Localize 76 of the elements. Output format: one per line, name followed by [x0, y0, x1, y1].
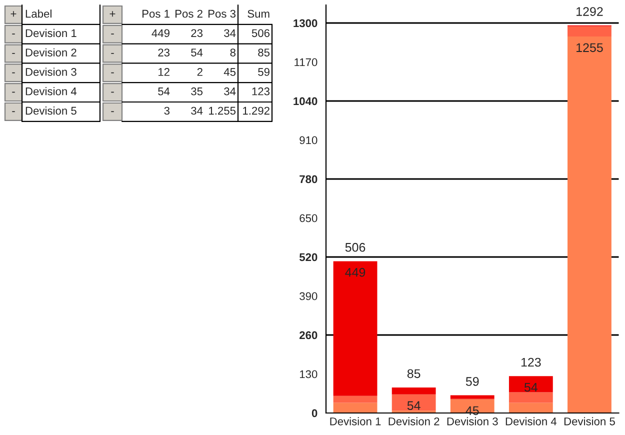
data-label: 54 — [524, 382, 538, 392]
text: 23 — [158, 48, 170, 56]
y-tick-label: 1170 — [294, 58, 318, 66]
text: 506 — [252, 29, 270, 38]
text: 85 — [258, 48, 270, 56]
text: 54 — [158, 88, 170, 96]
data-label: 54 — [407, 401, 420, 410]
data-label: 449 — [345, 268, 366, 277]
text: 8 — [230, 48, 236, 56]
bar — [450, 395, 494, 399]
data-label: 1255 — [576, 43, 603, 52]
text: Pos 1 — [142, 10, 170, 18]
text: 123 — [252, 87, 270, 96]
text: - — [111, 92, 114, 93]
y-tick-label: 910 — [300, 136, 318, 144]
x-tick-label: Devision 4 — [506, 417, 557, 426]
text: + — [10, 11, 16, 17]
text: Devision 2 — [26, 48, 76, 56]
bar — [508, 402, 553, 413]
total-label: 85 — [407, 369, 420, 378]
x-tick-label: Devision 2 — [388, 417, 440, 426]
y-tick-label: 0 — [312, 409, 318, 418]
text: 34 — [191, 106, 203, 115]
text: Devision 3 — [26, 68, 76, 76]
text: - — [111, 111, 114, 112]
x-tick-label: Devision 3 — [447, 417, 498, 426]
bar — [508, 392, 553, 403]
text: 54 — [191, 48, 203, 56]
text: Pos 3 — [208, 10, 236, 18]
bar — [333, 402, 378, 413]
text: 23 — [191, 29, 203, 38]
text: - — [12, 111, 15, 112]
text: 1.292 — [243, 106, 270, 115]
y-tick-label: 130 — [300, 370, 318, 378]
x-tick-label: Devision 1 — [330, 417, 381, 426]
text: 2 — [197, 68, 202, 76]
total-label: 1292 — [576, 7, 603, 16]
text: - — [111, 72, 114, 74]
y-tick-label: 390 — [300, 292, 318, 300]
text: 35 — [191, 87, 203, 96]
text: Sum — [248, 10, 270, 18]
text: 12 — [158, 68, 170, 76]
y-tick-label: 260 — [300, 331, 318, 340]
y-tick-label: 520 — [299, 253, 318, 262]
text: Devision 1 — [26, 28, 76, 38]
text: 3 — [164, 106, 170, 115]
text: Label — [26, 10, 52, 18]
text: Pos 2 — [176, 10, 202, 18]
text: 1.255 — [209, 106, 236, 115]
bar — [568, 26, 612, 36]
text: 59 — [258, 68, 270, 76]
y-tick-label: 1040 — [294, 97, 318, 106]
text: Devision 5 — [26, 106, 76, 115]
total-label: 59 — [466, 377, 479, 386]
bar — [508, 376, 553, 392]
bar — [392, 394, 436, 411]
total-label: 123 — [521, 358, 541, 367]
text: + — [110, 11, 116, 17]
text: - — [111, 52, 114, 54]
text: 34 — [224, 29, 236, 38]
text: - — [12, 52, 15, 54]
total-label: 506 — [345, 242, 366, 252]
y-tick-label: 780 — [300, 175, 318, 184]
text: 45 — [224, 68, 236, 76]
text: Devision 4 — [26, 87, 77, 96]
bar — [333, 261, 378, 396]
bar — [333, 396, 378, 403]
text: - — [12, 92, 15, 93]
text: 449 — [152, 29, 170, 38]
bar — [392, 388, 436, 394]
x-tick-label: Devision 5 — [564, 417, 615, 426]
bar — [568, 36, 612, 413]
text: - — [12, 72, 15, 74]
y-tick-label: 1300 — [294, 19, 318, 28]
y-tick-label: 650 — [300, 214, 318, 222]
text: 34 — [224, 87, 236, 96]
